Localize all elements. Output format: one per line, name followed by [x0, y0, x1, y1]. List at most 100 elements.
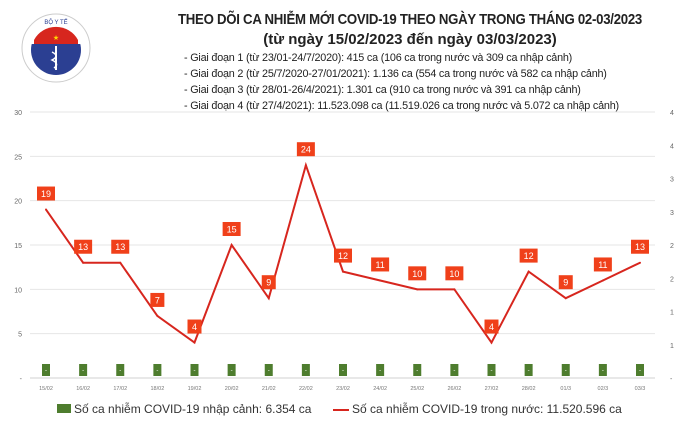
line-data-label-box [445, 266, 464, 281]
left-axis-tick-label: 5 [18, 332, 22, 339]
right-axis-tick-label: 4 [670, 143, 674, 150]
line-point [193, 341, 196, 344]
line-point [342, 270, 344, 273]
line-data-label-box [484, 319, 499, 334]
line-point [156, 314, 159, 317]
line-data-label-box [187, 319, 202, 334]
x-axis-tick-label: 26/02 [447, 386, 461, 392]
x-axis-tick-label: 28/02 [522, 386, 536, 392]
bar-imported [636, 364, 644, 376]
line-data-label-box [150, 292, 165, 307]
bar-data-label: - [379, 368, 381, 374]
phase-note-2: - Giai đoạn 2 (từ 25/7/2020-27/01/2021):… [184, 68, 607, 80]
legend-swatch-line [333, 408, 349, 411]
bar-imported [190, 364, 199, 376]
bar-imported [227, 364, 236, 376]
bar-imported [487, 364, 496, 376]
bar-imported [598, 364, 607, 376]
line-point [230, 244, 233, 246]
x-axis-tick-label: 25/02 [410, 386, 424, 392]
line-data-label-box [222, 222, 241, 236]
line-data-label-box [593, 257, 612, 272]
chart-title: THEO DÕI CA NHIỄM MỚI COVID-19 THEO NGÀY… [177, 11, 643, 28]
bar-data-label: - [565, 368, 567, 374]
line-data-label: 10 [449, 269, 459, 279]
line-point [82, 261, 85, 264]
line-data-label-box [37, 186, 55, 201]
left-axis-tick-label: 15 [14, 243, 22, 250]
bar-imported [79, 364, 88, 376]
x-axis-tick-label: 23/02 [336, 386, 350, 392]
x-axis-tick-label: 20/02 [225, 386, 239, 392]
bar-imported [561, 364, 570, 376]
x-axis-tick-label: 18/02 [150, 386, 164, 392]
line-point [45, 208, 47, 211]
x-axis-tick-label: 17/02 [113, 386, 127, 392]
bar-imported [413, 364, 422, 376]
bar-imported [153, 364, 162, 376]
line-data-label: 11 [598, 260, 607, 270]
x-axis-tick-label: 27/02 [485, 386, 499, 392]
right-axis-tick-label: 2 [670, 276, 674, 283]
bar-data-label: - [416, 368, 418, 374]
phase-note-1: - Giai đoạn 1 (từ 23/01-24/7/2020): 415 … [184, 52, 573, 64]
legend-label-domestic: Số ca nhiễm COVID-19 trong nước: 11.520.… [352, 402, 622, 416]
line-data-label: 12 [338, 251, 348, 261]
line-data-label: 13 [78, 242, 88, 252]
legend-domestic: Số ca nhiễm COVID-19 trong nước: 11.520.… [333, 402, 622, 416]
line-data-label: 10 [412, 269, 422, 279]
left-axis-tick-label: - [20, 376, 23, 383]
line-data-label: 13 [635, 242, 645, 252]
phase-note-4: - Giai đoạn 4 (từ 27/4/2021): 11.523.098… [184, 100, 619, 112]
line-point [453, 288, 456, 291]
legend-label-imported: Số ca nhiễm COVID-19 nhập cảnh: 6.354 ca [74, 402, 312, 416]
line-point [527, 270, 530, 273]
right-axis-tick-label: 1 [670, 343, 674, 350]
x-axis-tick-label: 22/02 [299, 386, 313, 392]
x-axis-tick-label: 16/02 [76, 386, 90, 392]
bar-imported [376, 364, 385, 376]
line-data-label-box [519, 248, 538, 263]
line-data-label-box [261, 275, 276, 290]
right-axis-tick-label: 3 [670, 210, 674, 217]
x-axis-tick-label: 01/3 [560, 386, 571, 392]
bar-imported [450, 364, 459, 376]
line-point [601, 279, 604, 282]
bar-imported [524, 364, 533, 376]
line-point [490, 341, 493, 344]
line-point [267, 297, 270, 300]
bar-data-label: - [491, 368, 493, 374]
line-point [639, 261, 641, 264]
line-data-label-box [631, 239, 649, 254]
line-data-label-box [408, 266, 427, 281]
bar-data-label: - [82, 368, 84, 374]
bar-data-label: - [194, 368, 196, 374]
legend-imported: Số ca nhiễm COVID-19 nhập cảnh: 6.354 ca [57, 402, 311, 416]
line-data-label: 4 [489, 322, 494, 332]
bar-data-label: - [231, 368, 233, 374]
right-axis-tick-label: 2 [670, 243, 674, 250]
x-axis-tick-label: 03/3 [635, 386, 646, 392]
line-data-label: 24 [301, 145, 311, 155]
line-data-label: 7 [155, 295, 160, 305]
bar-data-label: - [305, 368, 307, 374]
line-data-label-box [371, 257, 390, 272]
ministry-of-health-logo: ★ BỘ Y TẾ [21, 13, 91, 83]
x-axis-tick-label: 02/3 [598, 386, 609, 392]
line-point [304, 164, 307, 167]
line-data-label: 4 [192, 322, 197, 332]
bar-data-label: - [45, 368, 47, 374]
left-axis-tick-label: 30 [14, 110, 22, 117]
line-data-label-box [74, 239, 93, 254]
bar-data-label: - [639, 368, 641, 374]
line-data-label-box [296, 142, 315, 157]
line-data-label: 13 [115, 242, 125, 252]
line-data-label: 11 [375, 260, 384, 270]
bar-data-label: - [156, 368, 158, 374]
line-data-label: 15 [227, 225, 237, 235]
line-point [379, 279, 382, 282]
bar-data-label: - [119, 368, 121, 374]
bar-data-label: - [528, 368, 530, 374]
